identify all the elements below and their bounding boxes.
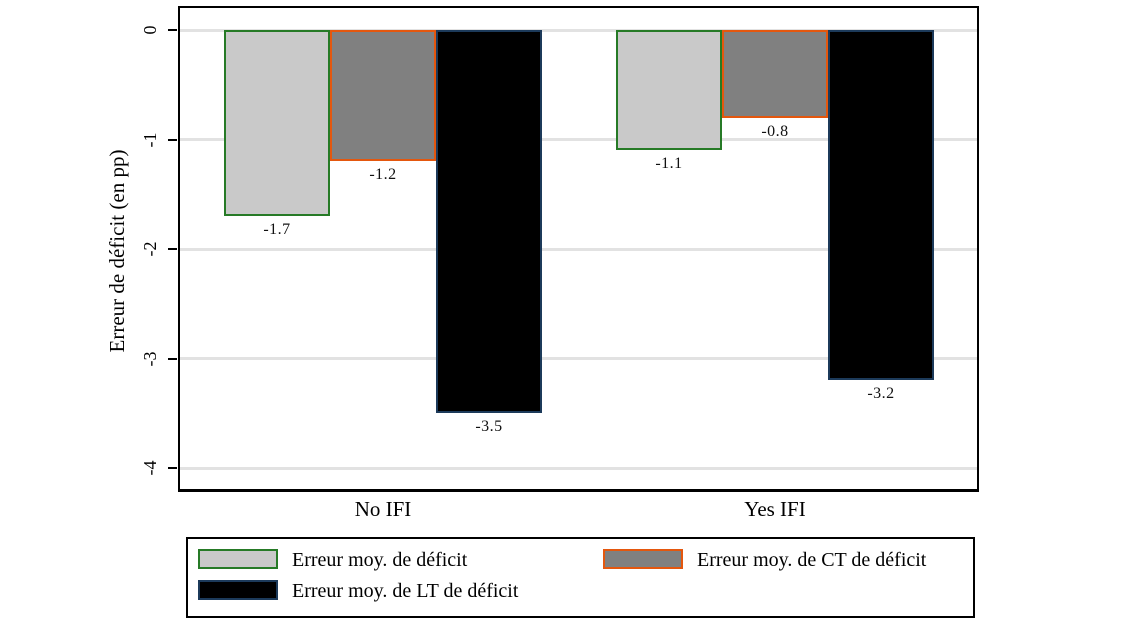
y-tick-label: -2 — [140, 241, 160, 257]
y-tick-mark — [168, 357, 177, 360]
y-axis-title: Erreur de déficit (en pp) — [105, 149, 129, 353]
y-tick-label: -3 — [140, 351, 160, 366]
legend-swatch-erreur-lt — [198, 580, 278, 600]
legend-swatch-erreur-moy — [198, 549, 278, 569]
bar-no-ifi-s0 — [224, 30, 330, 216]
bar-yes-ifi-s1 — [722, 30, 828, 118]
y-tick-label: -4 — [140, 460, 160, 476]
gridline-y--1 — [180, 138, 977, 141]
bar-no-ifi-s2 — [436, 30, 542, 413]
legend-swatch-erreur-ct — [603, 549, 683, 569]
gridline-y--4 — [180, 466, 977, 470]
plot-area: -1.7 -1.2 -3.5 -1.1 -0.8 -3.2 — [178, 6, 979, 492]
legend-label-erreur-lt: Erreur moy. de LT de déficit — [292, 580, 519, 602]
bar-value-label: -0.8 — [761, 123, 789, 140]
y-tick-label: -1 — [140, 132, 160, 147]
bar-value-label: -3.2 — [867, 385, 895, 402]
legend: Erreur moy. de déficit Erreur moy. de CT… — [186, 537, 975, 618]
legend-label-erreur-moy: Erreur moy. de déficit — [292, 549, 468, 571]
bar-no-ifi-s1 — [330, 30, 436, 161]
y-tick-mark — [168, 467, 177, 469]
bar-value-label: -1.2 — [369, 166, 397, 183]
y-tick-label: 0 — [140, 25, 160, 35]
x-category-label-no-ifi: No IFI — [354, 497, 412, 521]
y-tick-mark — [168, 248, 177, 250]
bar-value-label: -1.1 — [655, 155, 683, 172]
x-category-label-yes-ifi: Yes IFI — [744, 497, 806, 521]
gridline-y--3 — [180, 357, 977, 360]
bar-yes-ifi-s2 — [828, 30, 934, 380]
y-tick-mark — [168, 138, 177, 141]
bar-yes-ifi-s0 — [616, 30, 722, 150]
gridline-y--2 — [180, 247, 977, 251]
bar-value-label: -3.5 — [475, 418, 503, 435]
legend-label-erreur-ct: Erreur moy. de CT de déficit — [697, 549, 927, 571]
bar-value-label: -1.7 — [263, 221, 291, 238]
gridline-y-0 — [180, 28, 977, 32]
y-tick-mark — [168, 29, 177, 31]
